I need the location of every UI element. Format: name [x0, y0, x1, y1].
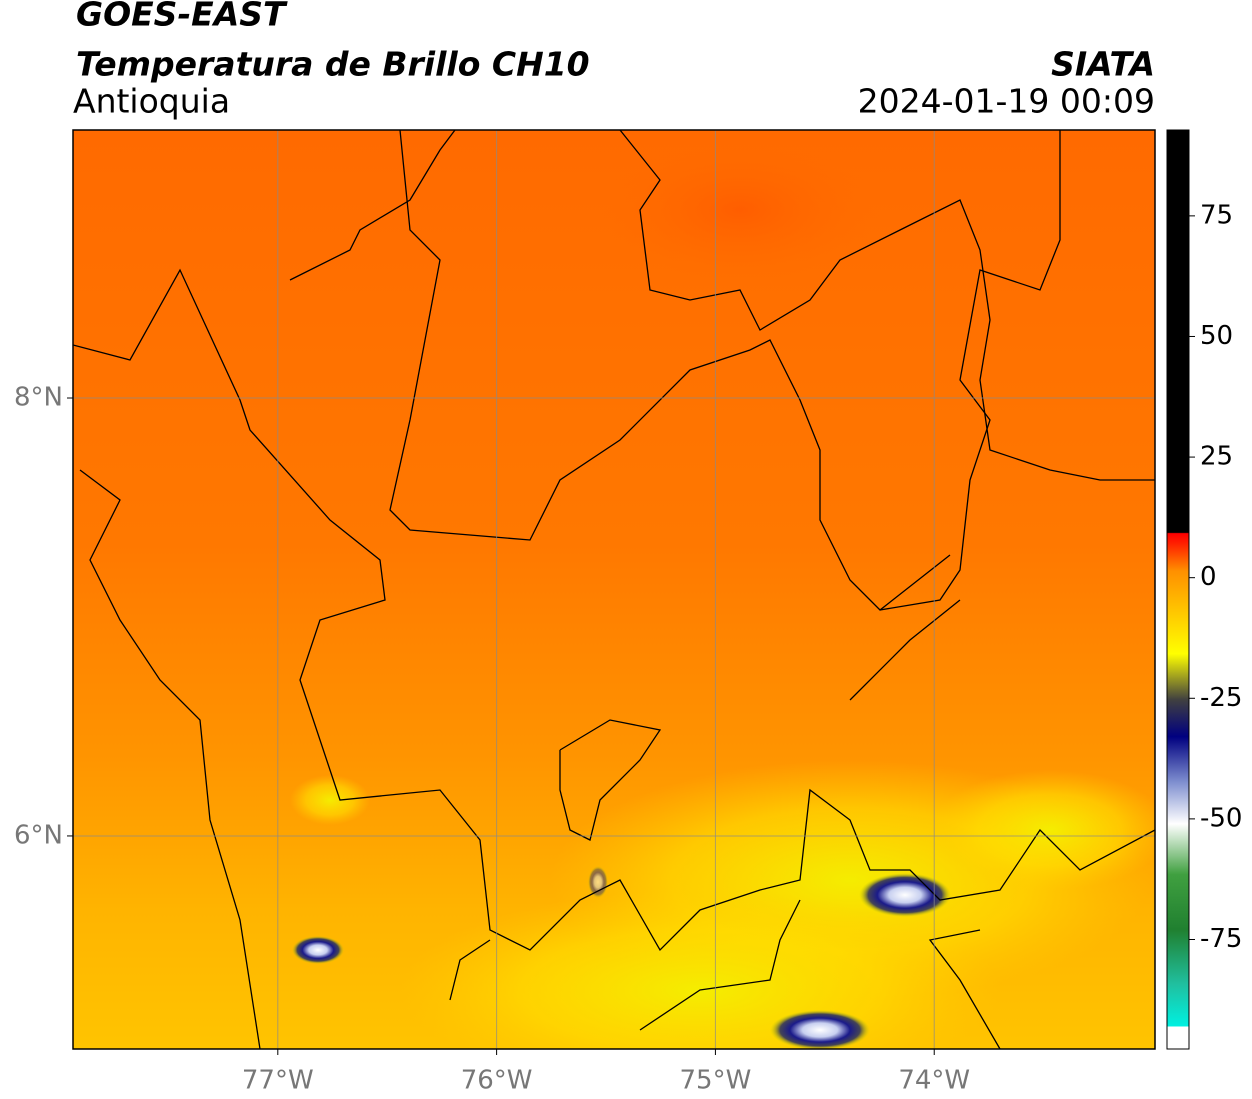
borders [73, 130, 1155, 1049]
region: Antioquia [73, 82, 230, 121]
cold-cloud [588, 866, 608, 898]
x-tick-label: 77°W [242, 1066, 314, 1096]
colorbar-tick-label: -25 [1200, 683, 1242, 713]
y-tick-label: 6°N [14, 820, 63, 850]
cloud-area [930, 770, 1155, 890]
border-line [639, 899, 801, 1031]
colorbar-tick-label: 0 [1200, 562, 1217, 592]
map-image [73, 130, 1155, 1049]
x-tick-label: 74°W [898, 1066, 970, 1096]
border-line [449, 939, 491, 1001]
border-line [559, 719, 662, 841]
colorbar [1166, 129, 1190, 1050]
subtitle: Temperatura de Brillo CH10 [76, 45, 590, 84]
cold-cloud [292, 936, 344, 964]
title: GOES-EAST [76, 0, 288, 34]
y-tick-label: 8°N [14, 383, 63, 413]
colorbar-tick-label: 25 [1200, 442, 1233, 472]
border-line [289, 130, 456, 281]
cloud-area [290, 775, 370, 825]
cold-cloud [770, 1010, 870, 1049]
graticule [73, 130, 1155, 1049]
warm-area [600, 140, 880, 280]
x-tick-label: 75°W [680, 1066, 752, 1096]
colorbar-tick-label: 75 [1200, 200, 1233, 230]
border-line [879, 130, 1061, 611]
border-line [73, 268, 1155, 952]
border-line [79, 469, 261, 1049]
cold-cloud [859, 873, 951, 917]
map-frame [72, 129, 1156, 1050]
x-tick-label: 76°W [461, 1066, 533, 1096]
border-line [619, 130, 1155, 481]
border-line [389, 130, 951, 611]
colorbar-tick-label: 50 [1200, 321, 1233, 351]
colorbar-tick-label: -50 [1200, 803, 1242, 833]
colorbar-tick-label: -75 [1200, 924, 1242, 954]
datetime: 2024-01-19 00:09 [858, 82, 1155, 121]
source: SIATA [1051, 45, 1155, 84]
border-line [849, 599, 961, 701]
border-line [928, 929, 1001, 1049]
